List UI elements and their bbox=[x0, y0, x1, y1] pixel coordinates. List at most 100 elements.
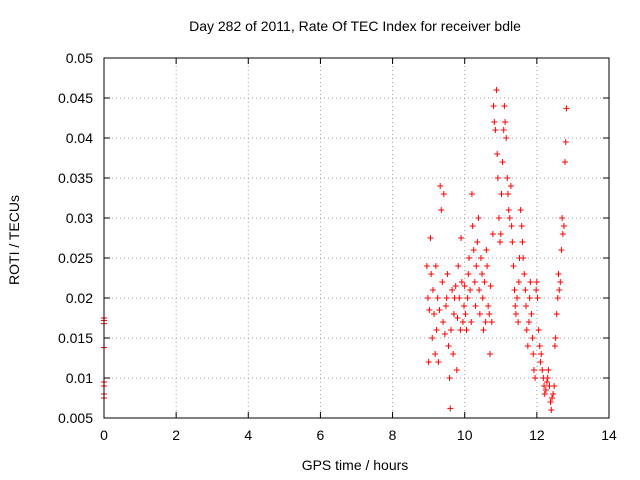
data-point bbox=[423, 263, 430, 269]
data-point bbox=[439, 279, 446, 285]
data-point bbox=[466, 255, 473, 261]
x-tick-label: 6 bbox=[317, 427, 325, 443]
data-point bbox=[426, 307, 433, 313]
y-tick-label: 0.03 bbox=[66, 210, 93, 226]
data-point bbox=[490, 103, 497, 109]
y-tick-label: 0.045 bbox=[58, 90, 93, 106]
data-point bbox=[438, 207, 445, 213]
data-point bbox=[453, 367, 460, 373]
data-point bbox=[488, 319, 495, 325]
data-point bbox=[481, 279, 488, 285]
data-point bbox=[455, 263, 462, 269]
data-point bbox=[559, 215, 566, 221]
x-tick-label: 8 bbox=[389, 427, 397, 443]
data-point bbox=[499, 159, 506, 165]
data-point bbox=[524, 343, 531, 349]
data-point bbox=[444, 271, 451, 277]
data-point bbox=[457, 327, 464, 333]
data-point bbox=[548, 407, 555, 413]
data-point bbox=[553, 311, 560, 317]
y-tick-label: 0.05 bbox=[66, 50, 93, 66]
y-tick-label: 0.025 bbox=[58, 250, 93, 266]
data-point bbox=[521, 271, 528, 277]
data-point bbox=[435, 359, 442, 365]
data-point bbox=[554, 295, 561, 301]
data-point bbox=[429, 335, 436, 341]
grid bbox=[104, 58, 609, 418]
data-point bbox=[491, 119, 498, 125]
data-points bbox=[101, 87, 570, 413]
data-point bbox=[458, 279, 465, 285]
data-point bbox=[468, 191, 475, 197]
data-point bbox=[503, 135, 510, 141]
data-point bbox=[458, 235, 465, 241]
data-point bbox=[477, 255, 484, 261]
data-point bbox=[479, 295, 486, 301]
data-point bbox=[486, 351, 493, 357]
x-tick-label: 2 bbox=[172, 427, 180, 443]
data-point bbox=[470, 247, 477, 253]
data-point bbox=[497, 231, 504, 237]
data-point bbox=[424, 295, 431, 301]
data-point bbox=[489, 231, 496, 237]
data-point bbox=[483, 247, 490, 253]
data-point bbox=[557, 279, 564, 285]
data-point bbox=[551, 343, 558, 349]
data-point bbox=[511, 287, 518, 293]
data-point bbox=[450, 311, 457, 317]
data-point bbox=[492, 127, 499, 133]
data-point bbox=[501, 103, 508, 109]
y-axis-title: ROTI / TECUs bbox=[6, 195, 22, 285]
data-point bbox=[476, 287, 483, 293]
data-point bbox=[556, 287, 563, 293]
data-point bbox=[528, 311, 535, 317]
data-point bbox=[558, 247, 565, 253]
data-point bbox=[449, 287, 456, 293]
data-point bbox=[518, 223, 525, 229]
y-tick-label: 0.015 bbox=[58, 330, 93, 346]
data-point bbox=[512, 311, 519, 317]
data-point bbox=[428, 271, 435, 277]
data-point bbox=[465, 271, 472, 277]
data-point bbox=[462, 311, 469, 317]
data-point bbox=[497, 239, 504, 245]
data-point bbox=[476, 311, 483, 317]
chart-title: Day 282 of 2011, Rate Of TEC Index for r… bbox=[189, 18, 521, 34]
data-point bbox=[429, 287, 436, 293]
data-point bbox=[508, 223, 515, 229]
data-point bbox=[464, 295, 471, 301]
data-point bbox=[520, 255, 527, 261]
data-point bbox=[530, 367, 537, 373]
data-point bbox=[475, 215, 482, 221]
data-point bbox=[542, 387, 549, 393]
data-point bbox=[541, 383, 548, 389]
data-point bbox=[515, 279, 522, 285]
data-point bbox=[467, 287, 474, 293]
plot-frame bbox=[103, 57, 610, 419]
x-axis-title: GPS time / hours bbox=[302, 457, 409, 473]
y-tick-label: 0.02 bbox=[66, 290, 93, 306]
data-point bbox=[463, 327, 470, 333]
data-point bbox=[505, 207, 512, 213]
data-point bbox=[440, 319, 447, 325]
data-point bbox=[509, 239, 516, 245]
data-point bbox=[549, 395, 556, 401]
data-point bbox=[555, 271, 562, 277]
data-point bbox=[523, 303, 530, 309]
data-point bbox=[545, 367, 552, 373]
data-point bbox=[440, 191, 447, 197]
data-point bbox=[427, 235, 434, 241]
data-point bbox=[442, 303, 449, 309]
data-point bbox=[460, 303, 467, 309]
data-point bbox=[550, 391, 557, 397]
data-point bbox=[482, 319, 489, 325]
data-point bbox=[547, 399, 554, 405]
data-point bbox=[552, 335, 559, 341]
data-point bbox=[494, 151, 501, 157]
y-tick-label: 0.01 bbox=[66, 370, 93, 386]
data-point bbox=[461, 283, 468, 289]
data-point bbox=[474, 239, 481, 245]
y-tick-label: 0.035 bbox=[58, 170, 93, 186]
